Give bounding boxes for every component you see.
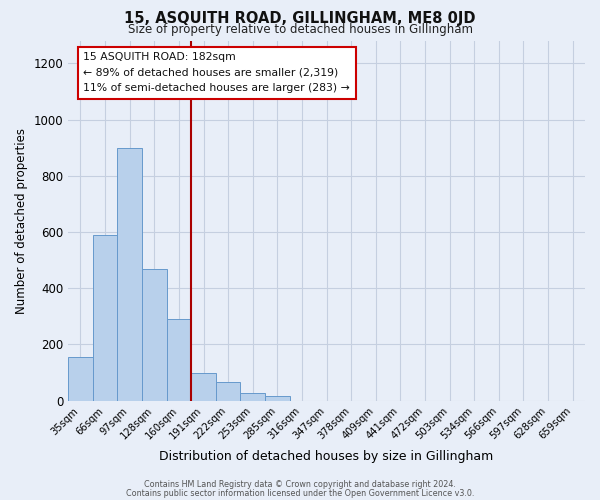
Bar	[118, 148, 142, 401]
Bar	[68, 357, 93, 401]
Bar	[265, 396, 290, 400]
Bar	[167, 319, 191, 400]
Bar	[191, 372, 216, 400]
Bar	[93, 235, 118, 400]
Text: 15, ASQUITH ROAD, GILLINGHAM, ME8 0JD: 15, ASQUITH ROAD, GILLINGHAM, ME8 0JD	[124, 11, 476, 26]
Text: 15 ASQUITH ROAD: 182sqm
← 89% of detached houses are smaller (2,319)
11% of semi: 15 ASQUITH ROAD: 182sqm ← 89% of detache…	[83, 52, 350, 94]
Bar	[216, 382, 241, 400]
Text: Contains HM Land Registry data © Crown copyright and database right 2024.: Contains HM Land Registry data © Crown c…	[144, 480, 456, 489]
Text: Contains public sector information licensed under the Open Government Licence v3: Contains public sector information licen…	[126, 488, 474, 498]
Bar	[142, 268, 167, 400]
Bar	[241, 393, 265, 400]
X-axis label: Distribution of detached houses by size in Gillingham: Distribution of detached houses by size …	[160, 450, 494, 462]
Text: Size of property relative to detached houses in Gillingham: Size of property relative to detached ho…	[128, 22, 473, 36]
Y-axis label: Number of detached properties: Number of detached properties	[15, 128, 28, 314]
